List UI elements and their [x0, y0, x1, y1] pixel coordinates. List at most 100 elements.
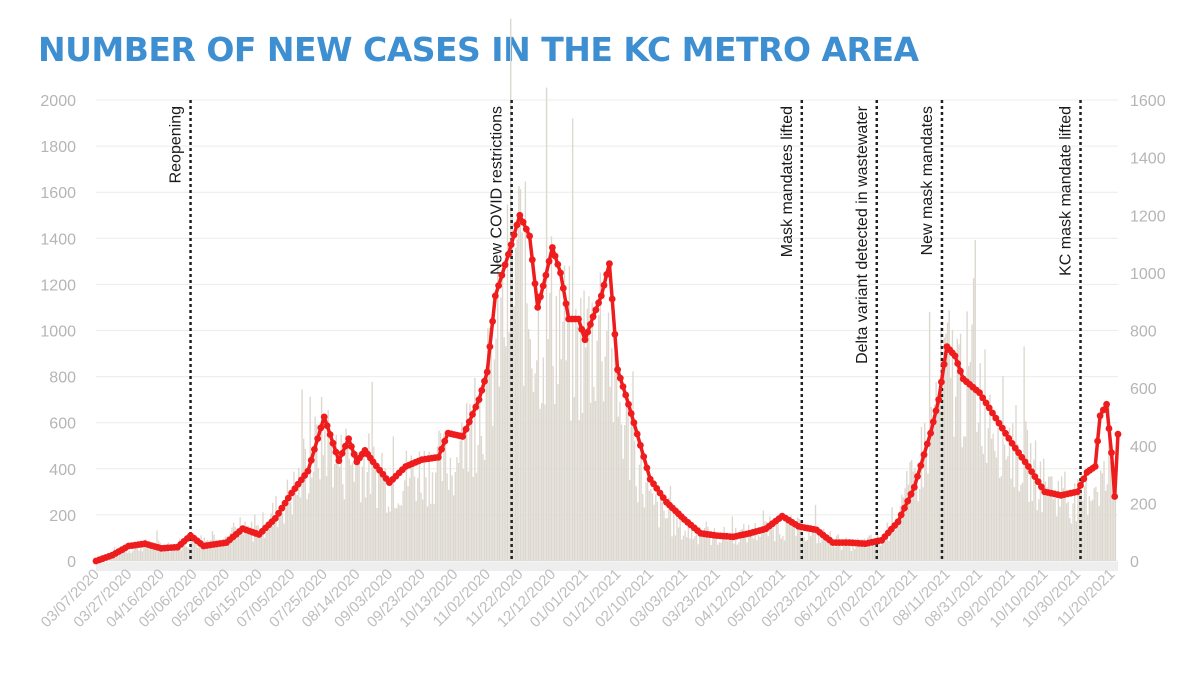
daily-bar: [935, 382, 937, 561]
daily-bar: [231, 527, 233, 561]
daily-bar: [377, 467, 380, 561]
daily-bar: [1029, 443, 1032, 561]
daily-bar: [756, 540, 758, 561]
line-marker: [897, 511, 905, 519]
daily-bar: [845, 537, 848, 561]
line-marker: [992, 414, 1000, 422]
daily-bar: [112, 556, 114, 561]
daily-bar: [1051, 476, 1053, 561]
daily-bar: [842, 546, 844, 561]
daily-bar: [381, 452, 383, 561]
daily-bar: [736, 544, 738, 561]
daily-bar: [633, 440, 636, 561]
daily-bar: [159, 542, 161, 561]
line-marker: [1028, 468, 1035, 475]
daily-bar: [1088, 496, 1091, 561]
left-tick-label: 800: [49, 370, 76, 387]
daily-bar: [1010, 478, 1012, 561]
daily-bar: [299, 497, 302, 561]
daily-bar: [705, 521, 707, 561]
line-marker: [271, 515, 279, 522]
annotation-label: Mask mandates lifted: [779, 106, 796, 257]
daily-bar: [640, 450, 642, 561]
daily-bar: [322, 455, 324, 561]
daily-bar: [1096, 491, 1099, 561]
left-tick-label: 1400: [40, 231, 76, 248]
daily-bar: [518, 186, 520, 561]
daily-bar: [754, 523, 756, 561]
daily-bar: [679, 515, 681, 561]
line-marker: [505, 251, 512, 258]
daily-bar: [317, 468, 320, 561]
daily-bar: [1100, 470, 1102, 561]
daily-bar: [884, 538, 887, 561]
line-marker: [989, 409, 996, 417]
line-marker: [489, 317, 496, 325]
line-marker: [614, 366, 621, 374]
daily-bar: [909, 461, 911, 561]
line-marker: [1094, 437, 1101, 445]
daily-bar: [239, 517, 241, 561]
daily-bar: [319, 479, 321, 561]
daily-bar: [788, 523, 791, 561]
daily-bar: [1046, 487, 1048, 561]
daily-bar: [415, 501, 417, 561]
daily-bar: [407, 486, 409, 561]
daily-bar: [568, 266, 571, 561]
daily-bar: [598, 315, 600, 561]
daily-bar: [358, 461, 360, 561]
line-marker: [904, 497, 912, 505]
daily-bar: [795, 535, 797, 561]
daily-bar: [316, 424, 318, 561]
daily-bar: [703, 527, 706, 561]
daily-bar: [180, 550, 183, 561]
daily-bar: [1091, 499, 1094, 561]
daily-bar: [642, 493, 644, 561]
daily-bar: [1106, 484, 1108, 561]
daily-bar: [280, 510, 282, 561]
daily-bar: [743, 523, 745, 561]
average-line-series: [92, 211, 1122, 565]
daily-bar: [423, 451, 426, 561]
daily-bar: [138, 550, 140, 561]
daily-bar: [493, 359, 496, 561]
daily-bar: [360, 502, 362, 561]
daily-bar: [444, 436, 447, 561]
daily-bar: [687, 525, 690, 561]
daily-bar: [400, 505, 403, 561]
daily-bar: [790, 515, 792, 561]
daily-bar: [604, 356, 606, 561]
daily-bar: [188, 548, 191, 561]
daily-bar: [840, 549, 843, 561]
line-marker: [1031, 473, 1039, 480]
line-marker: [622, 391, 630, 399]
daily-bar: [612, 422, 615, 561]
daily-bar: [860, 539, 862, 561]
daily-bar: [899, 506, 901, 561]
daily-bar: [355, 454, 357, 561]
daily-bar: [979, 363, 981, 561]
daily-bar: [480, 436, 483, 561]
daily-bar: [172, 544, 174, 561]
daily-bar: [479, 394, 481, 561]
daily-bar: [1060, 476, 1063, 561]
daily-bar: [878, 540, 880, 561]
daily-bar: [625, 399, 628, 561]
daily-bar: [449, 457, 452, 561]
daily-bar: [677, 527, 680, 561]
daily-bar: [573, 397, 575, 561]
daily-bar: [118, 553, 121, 561]
daily-bar: [348, 459, 351, 561]
daily-bar: [901, 494, 903, 561]
daily-bar: [529, 339, 531, 561]
daily-bar: [584, 347, 587, 561]
daily-bar: [775, 520, 778, 561]
daily-bar: [342, 484, 344, 561]
daily-bar: [335, 434, 337, 561]
left-tick-label: 400: [49, 462, 76, 479]
daily-bar: [364, 497, 367, 561]
daily-bar: [496, 263, 499, 561]
line-marker: [557, 269, 564, 277]
daily-bar: [1082, 500, 1084, 561]
annotation-label: KC mask mandate lifted: [1058, 106, 1075, 276]
